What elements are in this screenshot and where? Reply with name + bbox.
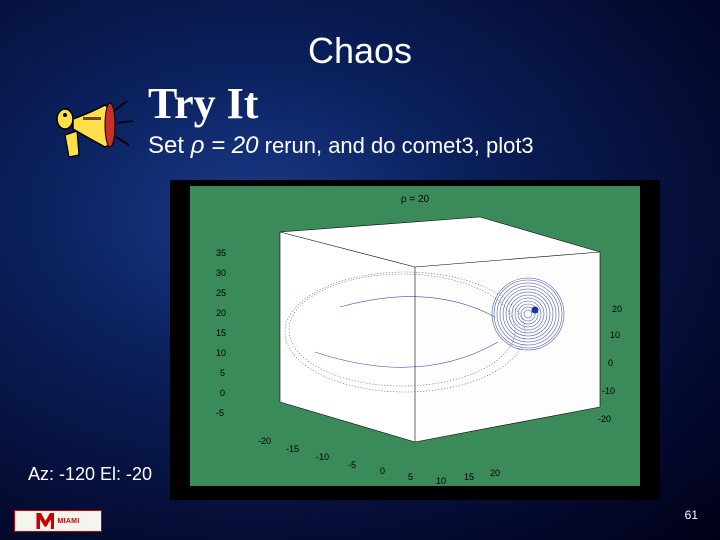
- subtitle-rest: rerun, and do comet3, plot3: [259, 133, 534, 158]
- x-tick: 20: [490, 468, 500, 478]
- z-tick: 10: [216, 348, 226, 358]
- slide-title: Chaos: [0, 30, 720, 72]
- plot-3d: [230, 212, 610, 452]
- try-it-heading: Try It: [148, 78, 258, 129]
- x-tick: -5: [348, 460, 356, 470]
- azimuth-elevation-label: Az: -120 El: -20: [28, 464, 152, 485]
- x-tick: -10: [316, 452, 329, 462]
- x-tick: 5: [408, 472, 413, 482]
- y-tick: -10: [602, 386, 615, 396]
- subtitle-set: Set: [148, 132, 191, 159]
- subtitle-rho: ρ = 20: [191, 132, 259, 159]
- x-tick: -15: [286, 444, 299, 454]
- x-tick: -20: [258, 436, 271, 446]
- megaphone-icon: [55, 95, 140, 175]
- miami-university-logo: MIAMI: [14, 510, 102, 532]
- y-tick: 0: [608, 358, 613, 368]
- figure-container: ρ = 20: [170, 180, 660, 500]
- z-tick: 0: [220, 388, 225, 398]
- y-tick: -20: [598, 414, 611, 424]
- logo-m-icon: [36, 513, 54, 529]
- logo-text: MIAMI: [57, 518, 79, 525]
- page-number: 61: [685, 508, 698, 522]
- z-tick: 15: [216, 328, 226, 338]
- x-tick: 0: [380, 466, 385, 476]
- figure-title: ρ = 20: [190, 194, 640, 205]
- y-tick: 20: [612, 304, 622, 314]
- matlab-figure: ρ = 20: [190, 186, 640, 486]
- z-tick: 30: [216, 268, 226, 278]
- z-tick: 25: [216, 288, 226, 298]
- subtitle: Set ρ = 20 rerun, and do comet3, plot3: [148, 132, 534, 160]
- z-tick: 35: [216, 248, 226, 258]
- z-tick: 20: [216, 308, 226, 318]
- y-tick: 10: [610, 330, 620, 340]
- x-tick: 10: [436, 476, 446, 486]
- x-tick: 15: [464, 472, 474, 482]
- z-tick: 5: [220, 368, 225, 378]
- z-tick: -5: [216, 408, 224, 418]
